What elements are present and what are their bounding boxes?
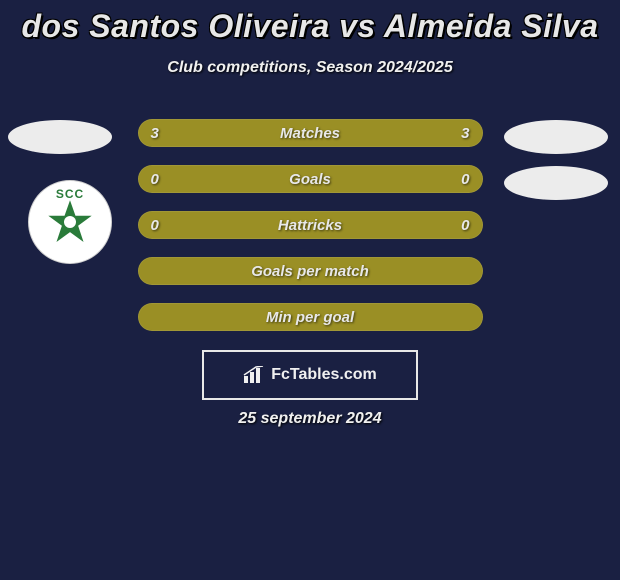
stat-bar-left <box>139 258 311 284</box>
club-badge-text: SCC <box>56 187 84 201</box>
brand-text: FcTables.com <box>271 366 377 384</box>
stat-bar-left <box>139 304 311 330</box>
stat-bar-right <box>310 120 482 146</box>
stat-bar: 33Matches <box>138 119 483 147</box>
stat-bar: Goals per match <box>138 257 483 285</box>
stat-bar-right <box>310 304 482 330</box>
page-title: dos Santos Oliveira vs Almeida Silva <box>0 0 620 45</box>
side-indicator <box>504 166 608 200</box>
stat-bar-left <box>139 212 311 238</box>
side-indicator <box>504 120 608 154</box>
brand-box[interactable]: FcTables.com <box>202 350 418 400</box>
stat-bar-right <box>310 258 482 284</box>
side-indicator <box>8 120 112 154</box>
stat-bar: 00Hattricks <box>138 211 483 239</box>
stat-bar-right <box>310 166 482 192</box>
stat-bar-right <box>310 212 482 238</box>
stat-bar: 00Goals <box>138 165 483 193</box>
stat-bar-left <box>139 120 311 146</box>
stat-bar-left <box>139 166 311 192</box>
stat-bar: Min per goal <box>138 303 483 331</box>
date-line: 25 september 2024 <box>0 410 620 428</box>
subtitle: Club competitions, Season 2024/2025 <box>0 59 620 77</box>
bar-chart-icon <box>243 366 265 384</box>
stat-row: Min per goal <box>0 294 620 340</box>
club-badge: SCC <box>28 180 112 264</box>
club-crest-icon <box>45 197 95 247</box>
